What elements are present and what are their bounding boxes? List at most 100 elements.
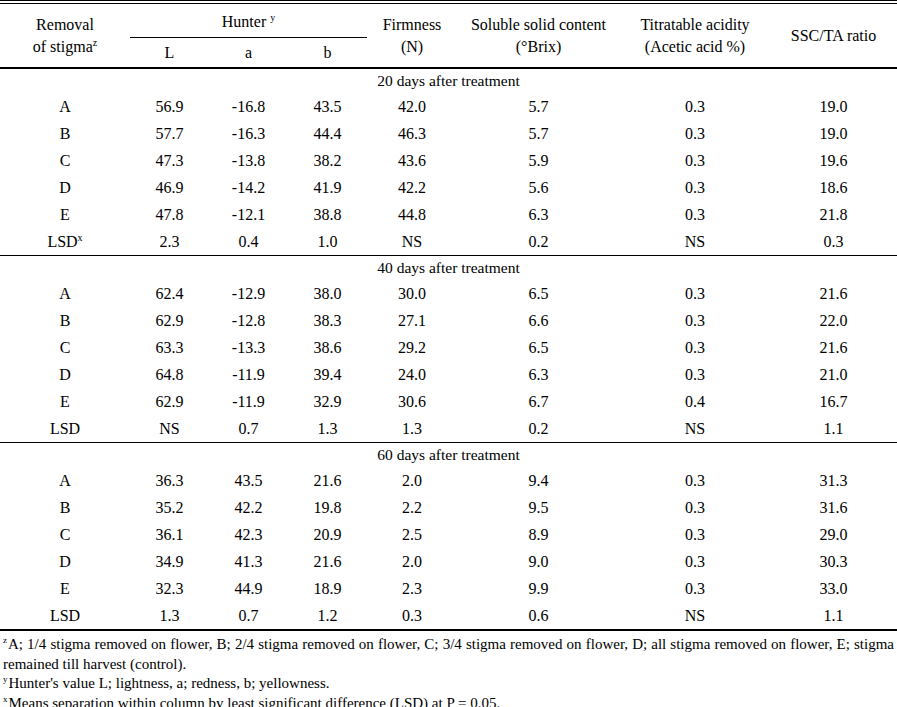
data-cell: 42.3 [209, 521, 288, 548]
data-cell: 0.3 [770, 228, 897, 256]
data-cell: 47.3 [130, 147, 209, 174]
header-hunter-a: a [209, 38, 288, 69]
row-label: A [0, 93, 130, 120]
data-row-d: D46.9-14.241.942.25.60.318.6 [0, 174, 897, 201]
data-cell: 0.3 [367, 602, 457, 630]
footnote-z-marker: z [3, 635, 7, 645]
row-label-text: B [60, 312, 71, 329]
row-label: C [0, 521, 130, 548]
section-title: 40 days after treatment [0, 256, 897, 281]
row-label: B [0, 307, 130, 334]
header-titratable-acidity: Titratable acidity (Acetic acid %) [620, 2, 770, 68]
data-cell: 44.4 [288, 120, 367, 147]
data-cell: 27.1 [367, 307, 457, 334]
data-cell: 30.6 [367, 388, 457, 415]
footnotes: zA; 1/4 stigma removed on flower, B; 2/4… [0, 631, 897, 707]
row-label-text: A [59, 472, 71, 489]
data-cell: 6.7 [457, 388, 620, 415]
table-header: Removal of stigmaz Hunter y Firmness (N)… [0, 2, 897, 68]
section-title-row: 20 days after treatment [0, 68, 897, 93]
row-label-text: LSD [50, 607, 80, 624]
header-ta-line1: Titratable acidity [640, 16, 749, 33]
data-cell: -12.1 [209, 201, 288, 228]
row-label-text: E [60, 206, 70, 223]
data-cell: 2.0 [367, 548, 457, 575]
data-cell: 19.0 [770, 120, 897, 147]
data-row-b: B57.7-16.344.446.35.70.319.0 [0, 120, 897, 147]
footnote-y-text: Hunter's value L; lightness, a; redness,… [9, 675, 330, 691]
data-cell: 32.3 [130, 575, 209, 602]
data-cell: 21.8 [770, 201, 897, 228]
data-cell: 5.7 [457, 93, 620, 120]
data-cell: 47.8 [130, 201, 209, 228]
data-row-a: A56.9-16.843.542.05.70.319.0 [0, 93, 897, 120]
data-cell: 0.3 [620, 494, 770, 521]
header-firmness-line2: (N) [401, 38, 423, 55]
data-cell: 5.9 [457, 147, 620, 174]
data-cell: 43.6 [367, 147, 457, 174]
header-ssc-line2: (°Brix) [516, 38, 562, 55]
data-cell: 42.2 [367, 174, 457, 201]
data-cell: 0.3 [620, 467, 770, 494]
data-cell: 29.0 [770, 521, 897, 548]
data-cell: 6.5 [457, 280, 620, 307]
data-cell: 0.2 [457, 228, 620, 256]
data-cell: 19.0 [770, 93, 897, 120]
data-table: Removal of stigmaz Hunter y Firmness (N)… [0, 0, 897, 631]
data-cell: 9.4 [457, 467, 620, 494]
row-label: A [0, 280, 130, 307]
data-cell: -11.9 [209, 361, 288, 388]
data-cell: NS [620, 228, 770, 256]
data-cell: 46.3 [367, 120, 457, 147]
data-cell: 42.2 [209, 494, 288, 521]
row-label-text: C [60, 339, 71, 356]
data-cell: 0.3 [620, 334, 770, 361]
table-body: 20 days after treatmentA56.9-16.843.542.… [0, 68, 897, 630]
data-cell: 1.3 [367, 415, 457, 443]
data-cell: NS [620, 415, 770, 443]
data-cell: 0.3 [620, 120, 770, 147]
row-label-text: C [60, 152, 71, 169]
data-cell: 34.9 [130, 548, 209, 575]
data-cell: -13.8 [209, 147, 288, 174]
data-cell: 9.5 [457, 494, 620, 521]
data-cell: 56.9 [130, 93, 209, 120]
data-cell: 36.1 [130, 521, 209, 548]
section-title: 20 days after treatment [0, 68, 897, 93]
row-label-text: LSD [50, 420, 80, 437]
row-label-text: E [60, 393, 70, 410]
data-cell: 1.1 [770, 415, 897, 443]
data-cell: 21.6 [288, 467, 367, 494]
data-cell: 0.7 [209, 415, 288, 443]
row-label: A [0, 467, 130, 494]
row-label-text: D [59, 366, 71, 383]
data-cell: 1.2 [288, 602, 367, 630]
row-label: B [0, 494, 130, 521]
data-cell: 62.4 [130, 280, 209, 307]
row-label: C [0, 334, 130, 361]
header-ta-line2: (Acetic acid %) [645, 38, 745, 55]
data-cell: 62.9 [130, 388, 209, 415]
data-cell: 30.0 [367, 280, 457, 307]
data-cell: 2.3 [130, 228, 209, 256]
header-ssc-line1: Soluble solid content [471, 16, 606, 33]
data-cell: NS [367, 228, 457, 256]
header-hunter-b: b [288, 38, 367, 69]
row-label-text: B [60, 499, 71, 516]
data-cell: 2.5 [367, 521, 457, 548]
row-label-text: D [59, 553, 71, 570]
data-cell: 19.6 [770, 147, 897, 174]
data-row-d: D64.8-11.939.424.06.30.321.0 [0, 361, 897, 388]
data-cell: 41.3 [209, 548, 288, 575]
data-row-a: A62.4-12.938.030.06.50.321.6 [0, 280, 897, 307]
row-label-text: D [59, 179, 71, 196]
row-label-text: E [60, 580, 70, 597]
row-label: D [0, 174, 130, 201]
row-label-text: LSD [47, 233, 77, 250]
data-cell: 39.4 [288, 361, 367, 388]
footnote-y: yHunter's value L; lightness, a; redness… [3, 674, 894, 694]
data-cell: 0.3 [620, 307, 770, 334]
data-cell: 1.1 [770, 602, 897, 630]
data-cell: 21.6 [770, 334, 897, 361]
data-cell: 9.0 [457, 548, 620, 575]
